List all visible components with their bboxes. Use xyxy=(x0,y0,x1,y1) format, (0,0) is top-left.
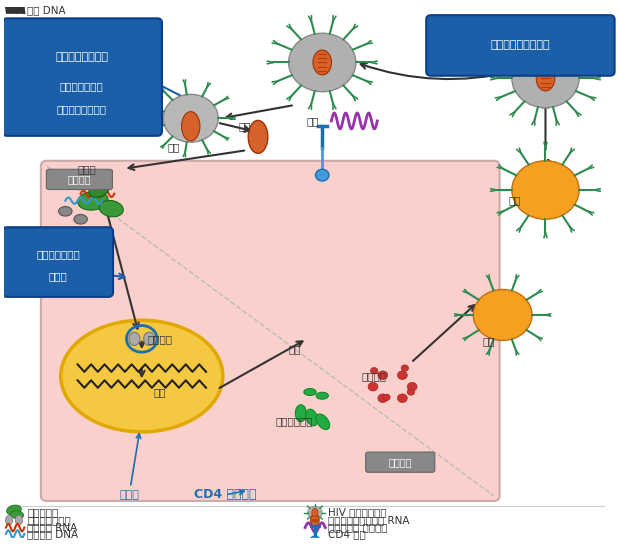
Circle shape xyxy=(401,365,409,372)
Text: ヒト DNA: ヒト DNA xyxy=(27,5,66,15)
FancyBboxPatch shape xyxy=(366,452,435,472)
Text: カプシドとウイルス RNA: カプシドとウイルス RNA xyxy=(329,515,410,525)
Text: 細胞核: 細胞核 xyxy=(119,434,141,500)
Text: 逆転写酵素: 逆転写酵素 xyxy=(27,508,59,518)
Text: 吸着: 吸着 xyxy=(307,116,319,126)
Ellipse shape xyxy=(295,405,306,422)
Text: タンパク合成: タンパク合成 xyxy=(276,416,314,426)
Text: 阻害剤: 阻害剤 xyxy=(48,271,68,281)
Text: CD4 分子: CD4 分子 xyxy=(329,529,366,539)
Ellipse shape xyxy=(304,388,316,395)
Text: 転写: 転写 xyxy=(154,387,166,397)
Ellipse shape xyxy=(78,191,108,210)
Text: ウイルス RNA: ウイルス RNA xyxy=(27,523,78,533)
Text: 初期段階: 初期段階 xyxy=(68,175,91,184)
Circle shape xyxy=(310,536,320,544)
Circle shape xyxy=(512,49,579,108)
Ellipse shape xyxy=(306,409,317,426)
Ellipse shape xyxy=(144,332,154,345)
Ellipse shape xyxy=(311,514,319,527)
Circle shape xyxy=(512,161,579,219)
Text: インテグラーゼ: インテグラーゼ xyxy=(27,515,71,525)
Ellipse shape xyxy=(316,414,330,430)
Text: CD4 陽性細胞: CD4 陽性細胞 xyxy=(194,489,256,502)
Text: 逆転写: 逆転写 xyxy=(78,164,96,174)
Text: 組み込み: 組み込み xyxy=(148,334,172,344)
Text: 翻訳: 翻訳 xyxy=(288,344,301,355)
Ellipse shape xyxy=(89,183,109,197)
Text: ヌクレオシド系: ヌクレオシド系 xyxy=(60,82,104,91)
Ellipse shape xyxy=(99,200,123,217)
Circle shape xyxy=(397,371,407,380)
FancyBboxPatch shape xyxy=(46,169,112,189)
Ellipse shape xyxy=(129,332,140,345)
Circle shape xyxy=(163,94,218,142)
Ellipse shape xyxy=(313,50,332,75)
FancyBboxPatch shape xyxy=(41,161,500,501)
FancyBboxPatch shape xyxy=(426,15,614,76)
Text: 逆転写酵素阻害剤: 逆転写酵素阻害剤 xyxy=(55,52,108,62)
Circle shape xyxy=(378,394,388,403)
Ellipse shape xyxy=(61,320,223,432)
Ellipse shape xyxy=(74,214,87,224)
Circle shape xyxy=(316,169,329,181)
Text: HIV ウイルス粒子: HIV ウイルス粒子 xyxy=(329,508,387,518)
Text: 脱殻: 脱殻 xyxy=(238,121,251,131)
Text: 粒子形成: 粒子形成 xyxy=(361,371,387,381)
Circle shape xyxy=(378,371,388,380)
Text: 融合: 融合 xyxy=(168,143,180,152)
Text: プロテアーゼ阻害剤: プロテアーゼ阻害剤 xyxy=(490,40,550,51)
Ellipse shape xyxy=(59,207,72,216)
Ellipse shape xyxy=(15,515,22,525)
Text: 成熟: 成熟 xyxy=(508,196,521,206)
Circle shape xyxy=(371,368,378,374)
Text: 後期段階: 後期段階 xyxy=(389,457,412,467)
Ellipse shape xyxy=(312,509,318,517)
Circle shape xyxy=(383,394,390,400)
Ellipse shape xyxy=(182,112,200,141)
FancyBboxPatch shape xyxy=(2,227,113,297)
Text: 非ヌクレオシド系: 非ヌクレオシド系 xyxy=(57,104,107,114)
Ellipse shape xyxy=(316,392,329,399)
Text: ウイルス DNA: ウイルス DNA xyxy=(27,529,79,539)
Text: インテグラーゼ: インテグラーゼ xyxy=(36,249,80,259)
Circle shape xyxy=(288,33,356,92)
Circle shape xyxy=(368,382,378,391)
Ellipse shape xyxy=(6,515,13,525)
Ellipse shape xyxy=(536,66,555,91)
Circle shape xyxy=(308,506,322,519)
Circle shape xyxy=(473,289,532,341)
Text: 出芽: 出芽 xyxy=(482,337,495,347)
Text: ケモカイン レセプタ: ケモカイン レセプタ xyxy=(329,523,388,533)
Ellipse shape xyxy=(11,511,24,519)
FancyBboxPatch shape xyxy=(2,18,162,136)
Circle shape xyxy=(407,382,417,391)
Circle shape xyxy=(397,394,407,403)
Circle shape xyxy=(407,389,415,395)
Ellipse shape xyxy=(248,120,268,153)
Ellipse shape xyxy=(7,505,21,515)
